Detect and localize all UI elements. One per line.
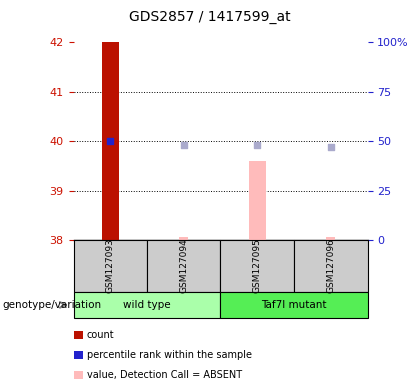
Text: Taf7l mutant: Taf7l mutant [261, 300, 327, 310]
Point [328, 144, 334, 150]
Bar [252, 237, 262, 240]
Bar [179, 237, 189, 240]
Bar [249, 161, 266, 240]
Text: value, Detection Call = ABSENT: value, Detection Call = ABSENT [87, 370, 242, 380]
Text: genotype/variation: genotype/variation [2, 300, 101, 310]
Point [181, 142, 187, 148]
Point [254, 142, 261, 148]
Text: wild type: wild type [123, 300, 171, 310]
Text: GSM127094: GSM127094 [179, 238, 188, 293]
Text: GSM127093: GSM127093 [106, 238, 115, 293]
Text: count: count [87, 330, 115, 340]
Bar [102, 42, 119, 240]
Text: GSM127095: GSM127095 [253, 238, 262, 293]
Bar [326, 237, 336, 240]
Text: GSM127096: GSM127096 [326, 238, 335, 293]
Point [107, 138, 113, 144]
Text: percentile rank within the sample: percentile rank within the sample [87, 350, 252, 360]
Text: GDS2857 / 1417599_at: GDS2857 / 1417599_at [129, 10, 291, 23]
